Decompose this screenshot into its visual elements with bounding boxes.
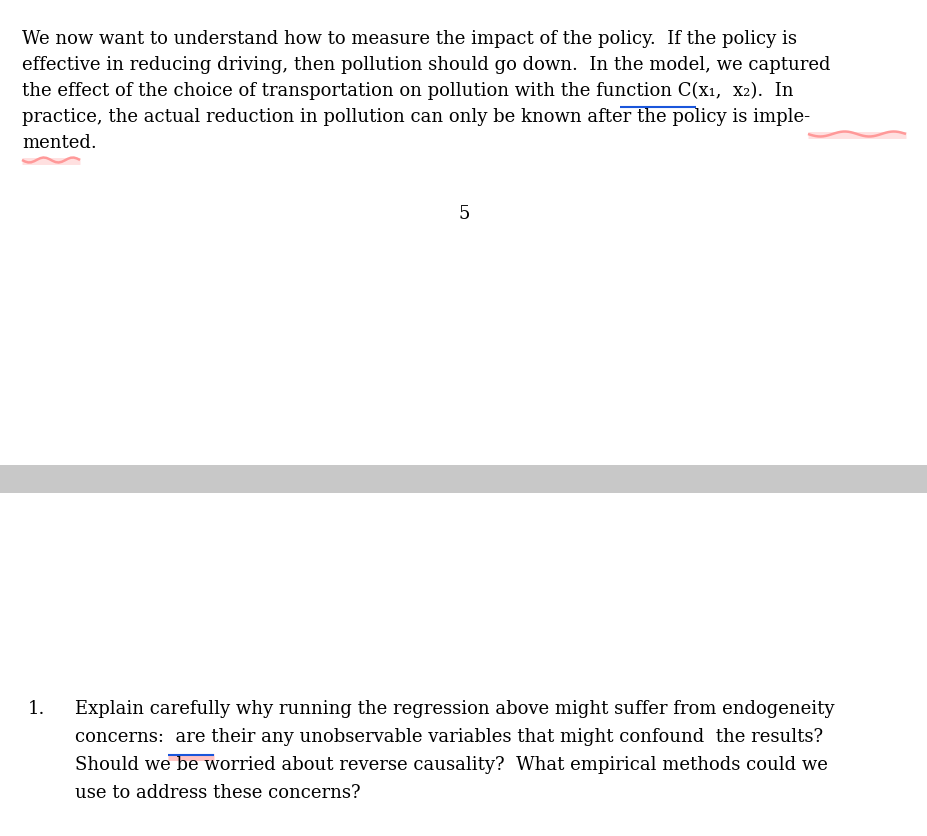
Bar <box>0 465 927 493</box>
Text: 1.: 1. <box>28 700 45 718</box>
Text: mented.: mented. <box>22 134 96 152</box>
Text: We now want to understand how to measure the impact of the policy.  If the polic: We now want to understand how to measure… <box>22 30 796 48</box>
Text: the effect of the choice of transportation on pollution with the function C(⁠x₁,: the effect of the choice of transportati… <box>22 82 793 100</box>
Text: 5: 5 <box>458 205 469 223</box>
Text: concerns:  are their any unobservable variables that might confound  the results: concerns: are their any unobservable var… <box>75 728 822 746</box>
Text: Should we be worried about reverse causality?  What empirical methods could we: Should we be worried about reverse causa… <box>75 756 827 774</box>
Text: Explain carefully why running the regression above might suffer from endogeneity: Explain carefully why running the regres… <box>75 700 833 718</box>
Text: use to address these concerns?: use to address these concerns? <box>75 784 361 802</box>
Text: practice, the actual reduction in pollution can only be known after the policy i: practice, the actual reduction in pollut… <box>22 108 809 126</box>
Text: effective in reducing driving, then pollution should go down.  In the model, we : effective in reducing driving, then poll… <box>22 56 830 74</box>
